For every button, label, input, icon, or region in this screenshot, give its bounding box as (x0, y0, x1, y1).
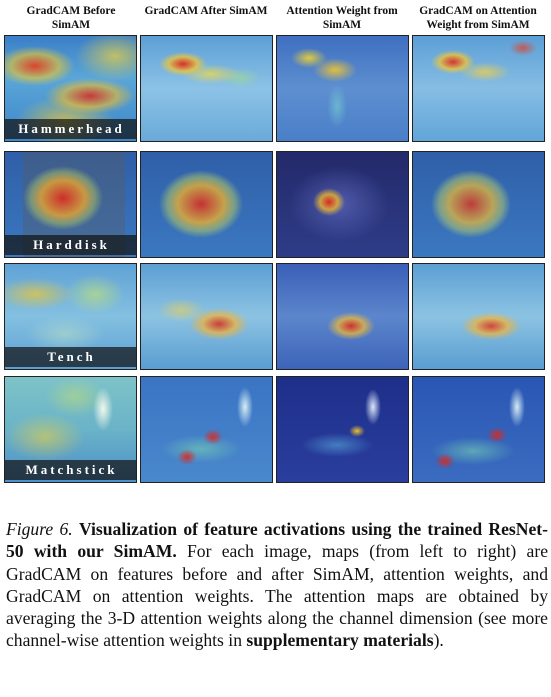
heatmap-hammerhead-gradcam-before: Hammerhead (4, 35, 137, 142)
heatmap-harddisk-gradcam-after (140, 151, 273, 258)
heatmap-hammerhead-attention-weight (276, 35, 409, 142)
grid-row-hammerhead: Hammerhead (4, 35, 547, 142)
row-label-hammerhead: Hammerhead (5, 119, 136, 139)
row-label-harddisk: Harddisk (5, 235, 136, 255)
column-header-attention-weight: Attention Weight from SimAM (286, 5, 398, 31)
grid-row-matchstick: Matchstick (4, 376, 547, 483)
heatmap-harddisk-gradcam-before: Harddisk (4, 151, 137, 258)
grid-row-tench: Tench (4, 263, 547, 370)
column-header-gradcam-after: GradCAM After SimAM (144, 5, 268, 17)
column-header-gradcam-before: GradCAM Before SimAM (26, 5, 116, 31)
heatmap-harddisk-attention-weight (276, 151, 409, 258)
heatmap-tench-gradcam-attention (412, 263, 545, 370)
heatmap-tench-gradcam-before: Tench (4, 263, 137, 370)
heatmap-tench-gradcam-after (140, 263, 273, 370)
grid-row-harddisk: Harddisk (4, 151, 547, 258)
heatmap-harddisk-gradcam-attention (412, 151, 545, 258)
caption-body: For each image, maps (from left to right… (6, 541, 549, 651)
row-label-tench: Tench (5, 347, 136, 367)
heatmap-hammerhead-gradcam-after (140, 35, 273, 142)
heatmap-matchstick-attention-weight (276, 376, 409, 483)
heatmap-matchstick-gradcam-after (140, 376, 273, 483)
caption-end: ). (433, 630, 444, 651)
figure-label: Figure 6. (6, 519, 73, 539)
row-label-matchstick: Matchstick (5, 460, 136, 480)
heatmap-matchstick-gradcam-before: Matchstick (4, 376, 137, 483)
column-header-gradcam-attention: GradCAM on Attention Weight from SimAM (419, 5, 537, 31)
figure-caption: Figure 6. Visualization of feature activ… (6, 518, 548, 652)
heatmap-hammerhead-gradcam-attention (412, 35, 545, 142)
heatmap-tench-attention-weight (276, 263, 409, 370)
heatmap-matchstick-gradcam-attention (412, 376, 545, 483)
supplementary-materials-ref: supplementary materials (246, 630, 434, 651)
figure-title: Visualization of feature activations usi… (6, 519, 549, 562)
